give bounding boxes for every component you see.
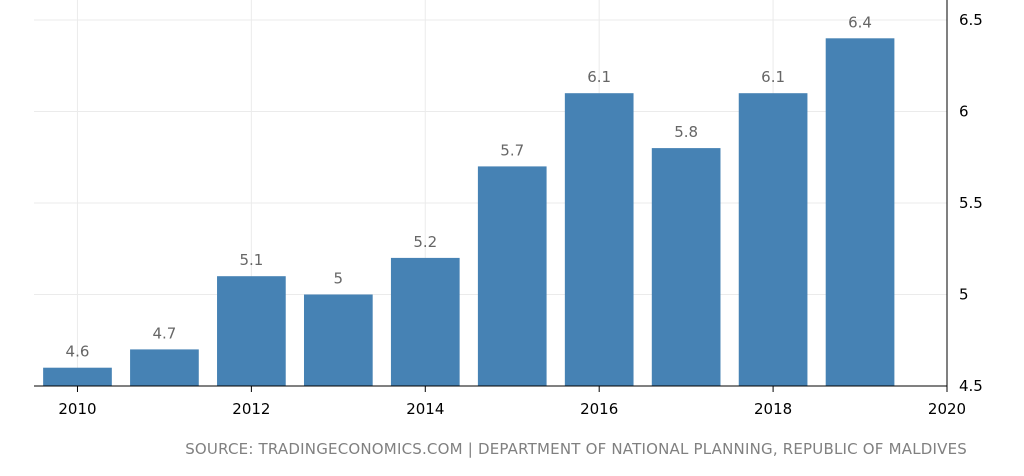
data-label-2019: 6.4 bbox=[848, 13, 872, 31]
data-label-2018: 6.1 bbox=[761, 68, 785, 86]
x-tick-label: 2012 bbox=[232, 400, 270, 418]
chart-axes: 4.5 5 5.5 6 6.5 2010 2012 2014 2016 2018 2020 bbox=[34, 0, 983, 418]
data-label-2012: 5.1 bbox=[239, 251, 263, 269]
y-tick-label: 6 bbox=[959, 103, 969, 121]
data-label-2011: 4.7 bbox=[152, 324, 176, 342]
bar-2013 bbox=[303, 294, 373, 386]
x-tick-label: 2018 bbox=[754, 400, 792, 418]
bar-2010 bbox=[43, 367, 112, 386]
bar-2015 bbox=[477, 166, 547, 386]
y-tick-label: 5 bbox=[959, 286, 969, 304]
bar-2011 bbox=[130, 349, 199, 386]
data-label-2017: 5.8 bbox=[674, 123, 698, 141]
bar-2019 bbox=[825, 38, 895, 387]
data-label-2014: 5.2 bbox=[413, 233, 437, 251]
data-label-2013: 5 bbox=[334, 270, 344, 288]
data-label-2010: 4.6 bbox=[66, 343, 90, 361]
chart-bars bbox=[43, 38, 895, 387]
bar-2012 bbox=[217, 276, 286, 386]
x-tick-label: 2020 bbox=[928, 400, 966, 418]
y-tick-label: 5.5 bbox=[959, 194, 983, 212]
y-tick-label: 4.5 bbox=[959, 377, 983, 395]
x-tick-label: 2014 bbox=[406, 400, 444, 418]
y-tick-label: 6.5 bbox=[959, 11, 983, 29]
bar-2017 bbox=[651, 148, 721, 386]
bar-2014 bbox=[390, 257, 460, 386]
source-note: SOURCE: TRADINGECONOMICS.COM | DEPARTMEN… bbox=[185, 440, 967, 458]
x-tick-label: 2010 bbox=[58, 400, 96, 418]
x-tick-label: 2016 bbox=[580, 400, 618, 418]
data-label-2016: 6.1 bbox=[587, 68, 611, 86]
bar-2016 bbox=[564, 93, 634, 386]
data-label-2015: 5.7 bbox=[500, 141, 524, 159]
bar-2018 bbox=[738, 93, 808, 386]
chart-data-labels: 4.6 4.7 5.1 5 5.2 5.7 6.1 5.8 6.1 6.4 bbox=[66, 13, 872, 360]
